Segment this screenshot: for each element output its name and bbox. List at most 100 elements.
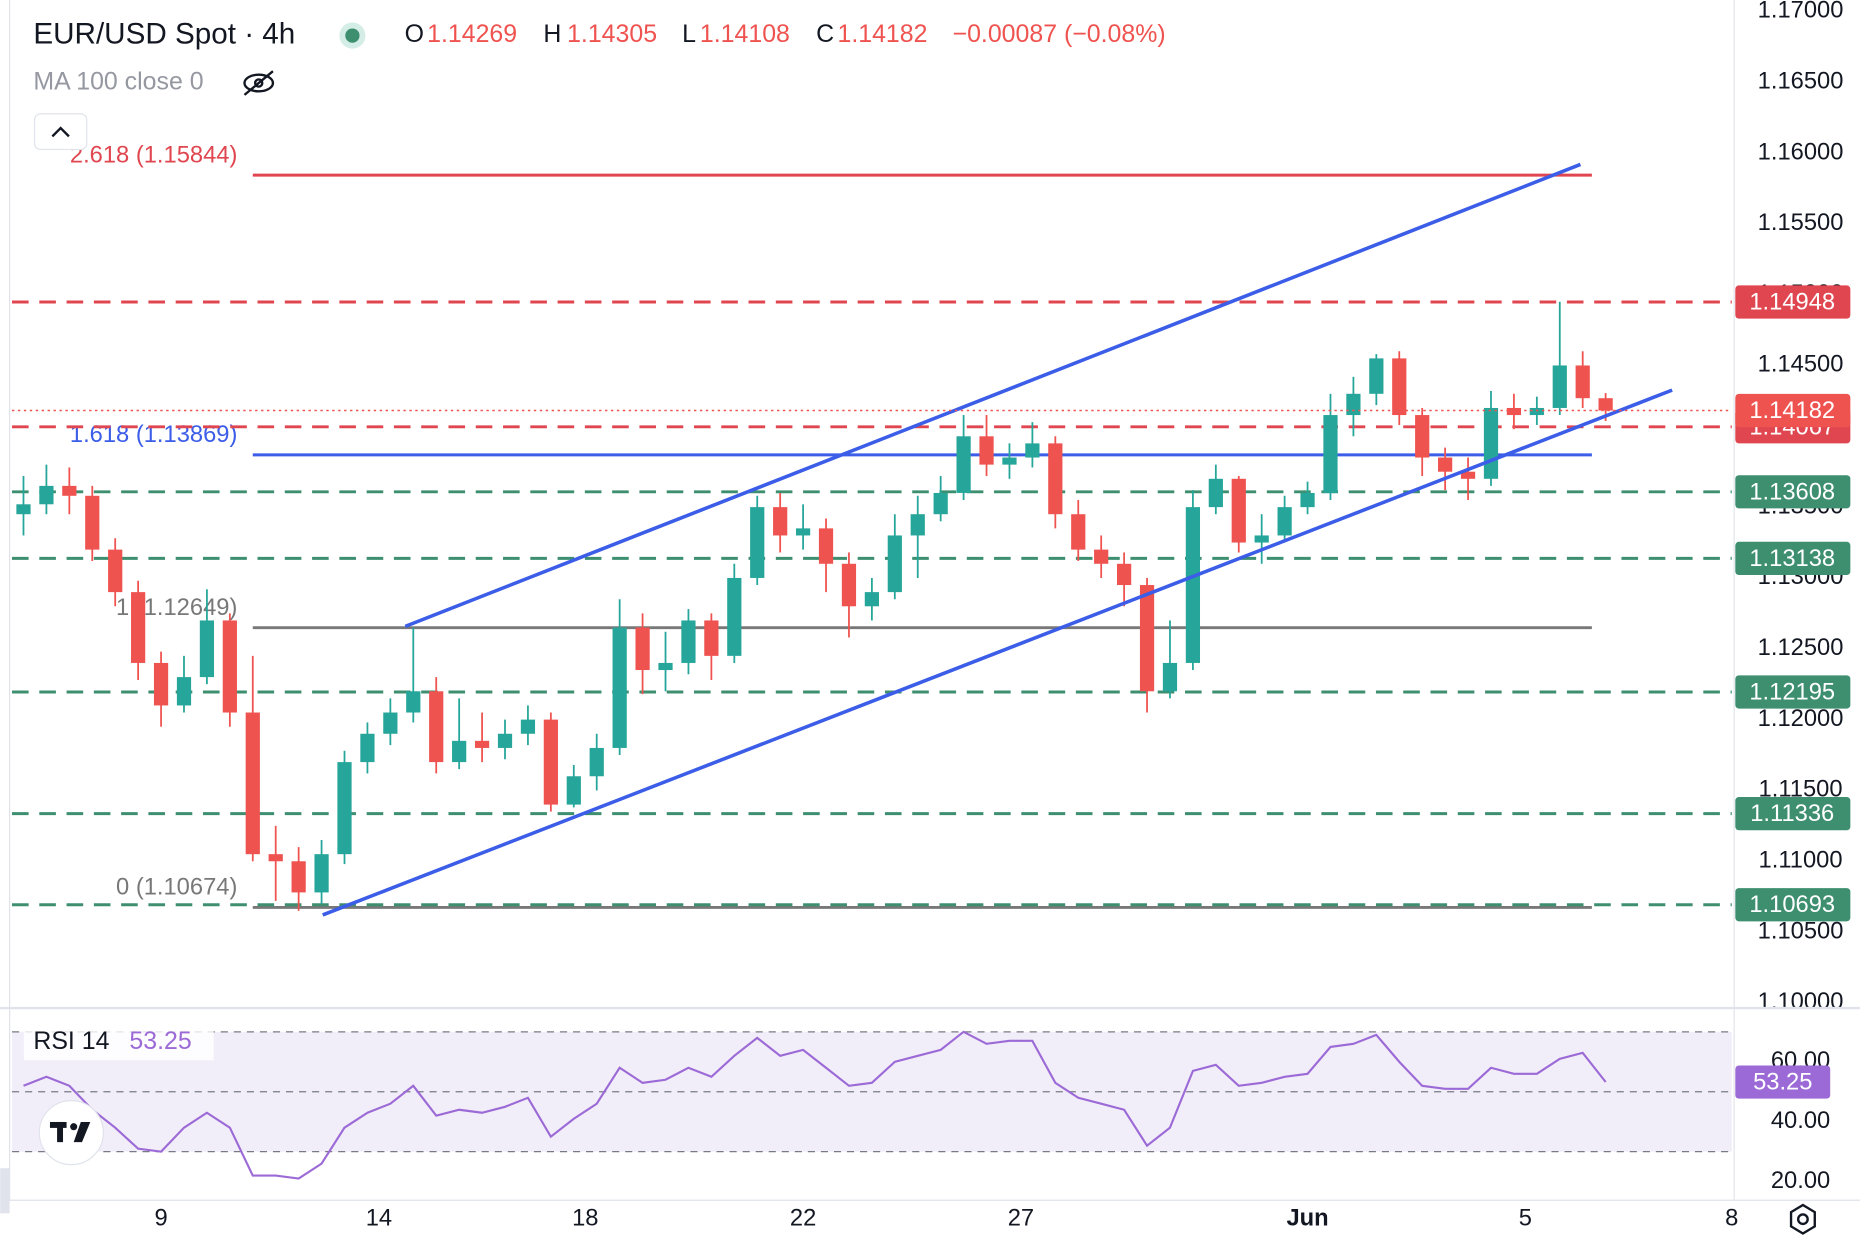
candle-body	[520, 719, 536, 734]
ohlc-value: 1.14269	[427, 20, 517, 48]
price-badge	[1735, 285, 1851, 319]
candle-body	[291, 861, 306, 893]
candle-body	[406, 691, 421, 713]
candle-body	[1506, 407, 1522, 416]
y-tick-label: 1.10500	[1758, 918, 1844, 944]
x-tick-label: Jun	[1286, 1205, 1328, 1231]
candle-body	[1552, 365, 1567, 408]
candle-body	[1002, 457, 1017, 465]
ohlc-key: H	[543, 20, 561, 48]
candle-body	[910, 514, 925, 536]
channel-line	[404, 162, 1582, 629]
gear-center	[1796, 1213, 1809, 1226]
candle-body	[176, 677, 192, 706]
change-value: −0.00087 (−0.08%)	[953, 20, 1166, 48]
candle-body	[1162, 662, 1178, 692]
ohlc-value: 1.14305	[567, 20, 657, 48]
chart-title: EUR/USD Spot · 4h	[33, 17, 295, 50]
x-tick-label: 27	[1008, 1205, 1034, 1231]
rsi-badge-label: 53.25	[1753, 1069, 1812, 1095]
eye	[243, 73, 275, 93]
ohlc-value: 1.14108	[700, 20, 790, 48]
side-handle[interactable]	[0, 1168, 10, 1214]
y-tick-label: 1.14500	[1758, 352, 1844, 378]
candle-body	[681, 620, 696, 663]
candle-body	[1071, 514, 1086, 550]
candle-body	[1139, 585, 1155, 692]
candle-body	[704, 620, 719, 656]
rsi-tick-label: 20.00	[1771, 1168, 1830, 1194]
logo-badge[interactable]	[38, 1100, 104, 1166]
candle-body	[153, 662, 169, 706]
x-tick-label: 14	[366, 1205, 392, 1231]
candle-body	[39, 485, 54, 505]
slash	[243, 70, 274, 96]
candle-body	[62, 485, 77, 496]
candle-body	[108, 549, 123, 593]
logo-mark	[49, 1121, 91, 1143]
y-tick-label: 1.12000	[1758, 706, 1844, 732]
candle-body	[1323, 415, 1338, 493]
price-badge	[1735, 797, 1851, 831]
candle-body	[1025, 443, 1040, 458]
candle-body	[1392, 358, 1407, 416]
candle-body	[1529, 407, 1544, 416]
pupil	[253, 78, 264, 88]
candle-body	[1415, 415, 1430, 458]
ohlc-key: O	[405, 20, 424, 48]
y-tick-label: 1.12500	[1758, 635, 1844, 661]
candle-body	[1300, 492, 1315, 508]
candle-body	[750, 507, 765, 578]
candle-body	[1346, 393, 1361, 416]
candle-body	[1231, 478, 1246, 543]
candle-body	[245, 712, 260, 855]
rsi-legend-bg	[23, 1024, 214, 1061]
eye-slash-icon[interactable]	[243, 70, 275, 96]
status-dot	[345, 28, 360, 43]
rsi-value: 53.25	[129, 1027, 191, 1055]
price-badge	[1735, 393, 1851, 428]
logo-part	[57, 1121, 64, 1143]
indicator-label: MA 100 close 0	[33, 68, 203, 96]
candle-body	[589, 747, 604, 777]
price-badge-label: 1.13608	[1749, 479, 1835, 505]
rsi-badge	[1735, 1065, 1831, 1099]
x-tick-label: 22	[790, 1205, 816, 1231]
candle-body	[635, 627, 650, 671]
candle-body	[474, 740, 490, 748]
collapse-button[interactable]	[33, 113, 88, 151]
y-tick-label: 1.15500	[1758, 210, 1844, 236]
candle-body	[1185, 507, 1201, 663]
candle-body	[1208, 478, 1223, 508]
candle-body	[131, 592, 146, 663]
price-badge	[1735, 888, 1851, 922]
rsi-band	[12, 1031, 1732, 1152]
ohlc-key: C	[816, 20, 834, 48]
candle-body	[497, 733, 513, 748]
candle-body	[887, 535, 902, 593]
rsi-line	[23, 1030, 1607, 1180]
price-badge	[1735, 475, 1851, 509]
candle-body	[360, 733, 375, 763]
y-tick-label: 1.10000	[1758, 989, 1844, 1015]
gear-outline	[1789, 1203, 1816, 1235]
candle-body	[268, 854, 283, 862]
caret-icon	[51, 126, 70, 138]
candle-body	[1117, 563, 1132, 586]
candle-body	[1369, 358, 1384, 394]
y-tick-label: 1.11000	[1759, 848, 1843, 874]
rsi-tick-label: 40.00	[1771, 1108, 1830, 1134]
rsi-name: RSI 14	[33, 1027, 109, 1055]
y-tick-label: 1.16500	[1758, 68, 1844, 94]
candle-body	[199, 620, 215, 678]
ohlc-key: L	[682, 20, 696, 48]
candle-body	[1460, 471, 1476, 479]
x-tick-label: 9	[154, 1205, 167, 1231]
price-badge-label: 1.14182	[1749, 398, 1835, 424]
ohlc-value: 1.14182	[837, 20, 927, 48]
candle-body	[1048, 443, 1063, 515]
price-badge-label: 1.10693	[1749, 892, 1835, 918]
candle-body	[1575, 365, 1590, 399]
settings-icon[interactable]	[1789, 1203, 1816, 1235]
